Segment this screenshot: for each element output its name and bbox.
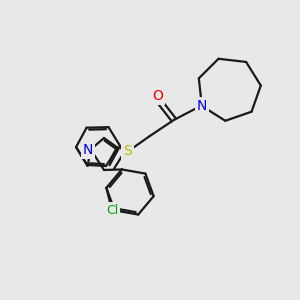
Text: S: S: [124, 144, 132, 158]
Text: O: O: [152, 89, 163, 103]
Text: Cl: Cl: [106, 204, 118, 217]
Text: N: N: [197, 99, 207, 113]
Text: N: N: [83, 143, 93, 157]
